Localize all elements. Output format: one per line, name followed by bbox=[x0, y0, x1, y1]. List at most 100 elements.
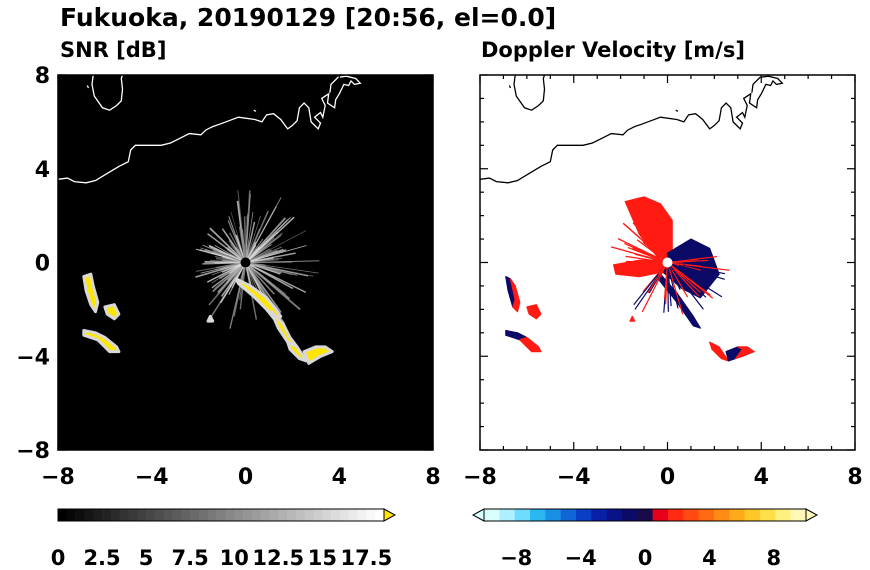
doppler-colorbar-label: −8 bbox=[500, 546, 532, 570]
snr-clutter-ray bbox=[245, 211, 254, 263]
doppler-colorbar-cell bbox=[576, 509, 592, 521]
snr-clutter-ray bbox=[237, 190, 247, 263]
doppler-colorbar-cell bbox=[775, 509, 791, 521]
y-tick-label: 4 bbox=[35, 158, 50, 183]
doppler-colorbar-cell bbox=[652, 509, 669, 521]
velocity-echo-8 bbox=[519, 336, 542, 353]
snr-colorbar-cell bbox=[251, 509, 261, 521]
snr-colorbar-cell bbox=[225, 509, 235, 521]
snr-clutter-ray bbox=[245, 262, 314, 277]
doppler-colorbar-extend-min bbox=[471, 508, 485, 522]
velocity-echo-6 bbox=[526, 304, 542, 320]
snr-colorbar-cell bbox=[243, 509, 253, 521]
snr-clutter-ray bbox=[229, 262, 247, 329]
x-tick-label: 8 bbox=[425, 465, 440, 490]
snr-clutter-ray bbox=[245, 261, 294, 290]
snr-colorbar-cell bbox=[366, 509, 376, 521]
doppler-panel: −8 −4 0 4 8 bbox=[463, 74, 863, 490]
snr-colorbar-cell bbox=[339, 509, 350, 521]
snr-colorbar-label: 7.5 bbox=[172, 546, 209, 570]
velocity-echo-10 bbox=[709, 341, 729, 362]
snr-colorbar-label: 17.5 bbox=[340, 546, 392, 570]
doppler-colorbar-extend-max bbox=[805, 508, 819, 522]
velocity-echo-0 bbox=[624, 196, 673, 259]
snr-panel: −8 −4 0 4 8 8 4 0 −4 −8 bbox=[16, 64, 440, 490]
coastline-1 bbox=[513, 75, 546, 111]
y-tick-label: 8 bbox=[35, 64, 50, 89]
snr-colorbar-cell bbox=[110, 509, 120, 521]
x-tick-label: −4 bbox=[557, 465, 591, 490]
snr-echo-3 bbox=[206, 314, 215, 323]
snr-colorbar-extend-max bbox=[383, 508, 397, 522]
x-tick-label: −8 bbox=[41, 465, 75, 490]
doppler-colorbar-cell bbox=[530, 509, 546, 521]
snr-colorbar-cell bbox=[295, 509, 306, 521]
y-tick-label: −8 bbox=[16, 439, 50, 464]
snr-clutter-ray bbox=[230, 212, 246, 263]
velocity-ray bbox=[667, 262, 711, 296]
velocity-ray bbox=[667, 261, 723, 298]
doppler-colorbar-label: 8 bbox=[766, 546, 781, 570]
coastline-1 bbox=[91, 75, 124, 111]
snr-clutter-ray bbox=[195, 261, 246, 272]
snr-colorbar-cell bbox=[234, 509, 244, 521]
snr-clutter-ray bbox=[244, 261, 275, 295]
snr-colorbar-cell bbox=[154, 509, 165, 521]
snr-colorbar-cell bbox=[348, 509, 358, 521]
snr-colorbar-cell bbox=[75, 509, 85, 521]
figure-title: Fukuoka, 20190129 [20:56, el=0.0] bbox=[60, 3, 556, 32]
snr-colorbar-cell bbox=[119, 509, 129, 521]
x-tick-label: 8 bbox=[847, 465, 862, 490]
x-tick-label: 0 bbox=[660, 465, 675, 490]
snr-colorbar-cell bbox=[163, 509, 173, 521]
doppler-colorbar-cell bbox=[622, 509, 638, 521]
velocity-echo-12 bbox=[734, 346, 755, 360]
snr-clutter-ray bbox=[244, 206, 277, 263]
snr-colorbar-cell bbox=[375, 509, 385, 521]
snr-clutter-ray bbox=[245, 215, 261, 263]
coastline-0 bbox=[480, 75, 784, 184]
snr-colorbar-cell bbox=[260, 509, 270, 521]
snr-clutter-ray bbox=[215, 256, 246, 263]
snr-clutter-ray bbox=[245, 262, 319, 274]
snr-clutter-ray bbox=[206, 261, 246, 283]
velocity-ray bbox=[647, 262, 669, 294]
snr-colorbar: 0 2.5 5 7.5 10 12.5 15 17.5 bbox=[51, 508, 397, 570]
snr-colorbar-label: 15 bbox=[308, 546, 337, 570]
velocity-ray bbox=[646, 236, 669, 263]
snr-colorbar-label: 10 bbox=[220, 546, 249, 570]
doppler-colorbar-cell bbox=[790, 509, 807, 521]
snr-echo-0 bbox=[82, 272, 100, 314]
snr-clutter-ray bbox=[229, 232, 247, 263]
doppler-colorbar-cell bbox=[729, 509, 745, 521]
snr-clutter-ray bbox=[244, 216, 295, 264]
doppler-colorbar-cell bbox=[514, 509, 531, 521]
doppler-colorbar-cell bbox=[560, 509, 577, 521]
doppler-colorbar-cell bbox=[606, 509, 623, 521]
doppler-colorbar-cell bbox=[545, 509, 561, 521]
velocity-ray bbox=[666, 262, 684, 315]
snr-colorbar-cell bbox=[66, 509, 76, 521]
x-tick-label: −4 bbox=[135, 465, 169, 490]
snr-clutter-ray bbox=[245, 260, 320, 263]
snr-colorbar-label: 12.5 bbox=[252, 546, 304, 570]
snr-colorbar-cell bbox=[357, 509, 367, 521]
snr-colorbar-cell bbox=[269, 509, 279, 521]
snr-clutter-ray bbox=[245, 245, 307, 263]
y-tick-label: 0 bbox=[35, 252, 50, 277]
snr-clutter-ray bbox=[208, 244, 246, 263]
snr-colorbar-cell bbox=[102, 509, 112, 521]
snr-colorbar-cell bbox=[58, 509, 68, 521]
snr-clutter-ray bbox=[245, 252, 296, 264]
snr-colorbar-cell bbox=[146, 509, 156, 521]
x-tick-label: 4 bbox=[754, 465, 769, 490]
snr-echo-6 bbox=[286, 340, 308, 363]
doppler-colorbar-cell bbox=[637, 509, 653, 521]
snr-clutter-ray bbox=[244, 210, 269, 263]
radar-site-marker bbox=[240, 257, 251, 268]
coastline-3 bbox=[253, 109, 257, 112]
snr-clutter-ray bbox=[238, 226, 247, 263]
velocity-ray bbox=[625, 260, 668, 264]
doppler-colorbar-cell bbox=[744, 509, 761, 521]
doppler-colorbar: −8 −4 0 4 8 bbox=[471, 508, 819, 570]
